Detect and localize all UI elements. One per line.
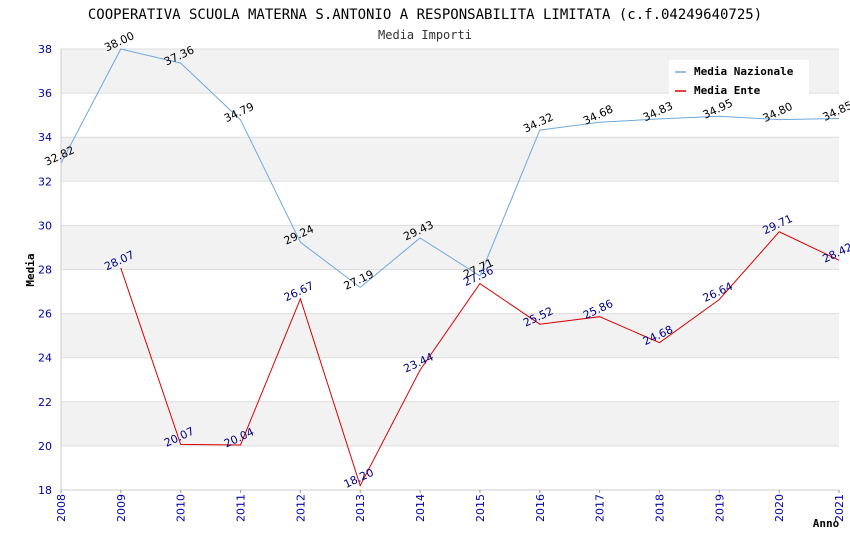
grid-bands xyxy=(61,49,839,490)
x-tick-label: 2011 xyxy=(235,494,248,522)
chart-subtitle: Media Importi xyxy=(378,28,472,42)
legend: Media Nazionale Media Ente xyxy=(669,60,809,98)
x-tick-label: 2019 xyxy=(713,494,726,522)
x-tick-label: 2015 xyxy=(474,494,487,522)
y-tick-label: 20 xyxy=(38,440,52,453)
grid-band xyxy=(61,445,839,490)
legend-box xyxy=(669,60,809,98)
x-tick-label: 2017 xyxy=(594,494,607,522)
y-tick-label: 38 xyxy=(38,43,52,56)
grid-band xyxy=(61,225,839,270)
grid-band xyxy=(61,181,839,226)
grid-band xyxy=(61,357,839,402)
x-tick-label: 2012 xyxy=(294,494,307,522)
series-line-0 xyxy=(60,48,840,289)
x-tick-label: 2008 xyxy=(55,494,68,522)
chart-title: COOPERATIVA SCUOLA MATERNA S.ANTONIO A R… xyxy=(88,7,762,23)
x-tick-label: 2010 xyxy=(175,494,188,522)
series-lines xyxy=(60,48,840,487)
legend-label-nazionale: Media Nazionale xyxy=(694,65,794,78)
x-tick-label: 2013 xyxy=(354,494,367,522)
x-tick-label: 2009 xyxy=(115,494,128,522)
x-tick-label: 2014 xyxy=(414,494,427,522)
y-tick-label: 22 xyxy=(38,396,52,409)
grid-lines xyxy=(60,48,839,491)
y-axis-label: Media xyxy=(24,253,37,286)
grid-band xyxy=(61,401,839,446)
y-tick-label: 36 xyxy=(38,87,52,100)
y-tick-label: 30 xyxy=(38,219,52,232)
x-tick-label: 2021 xyxy=(833,494,846,522)
y-tick-label: 18 xyxy=(38,484,52,497)
x-tick-label: 2018 xyxy=(653,494,666,522)
x-axis-label: Anno xyxy=(813,517,840,530)
grid-band xyxy=(61,137,839,182)
x-axis-ticks: 2008 2009 2010 2011 2012 2013 2014 2015 2016 2017… xyxy=(55,490,846,522)
y-tick-label: 28 xyxy=(38,264,52,277)
grid-band xyxy=(61,93,839,138)
y-tick-label: 34 xyxy=(38,131,52,144)
y-axis-ticks: 18 20 22 24 26 28 30 32 34 36 38 xyxy=(38,43,52,497)
grid-band xyxy=(61,313,839,358)
legend-label-ente: Media Ente xyxy=(694,84,761,97)
x-tick-label: 2020 xyxy=(773,494,786,522)
x-tick-label: 2016 xyxy=(534,494,547,522)
y-tick-label: 32 xyxy=(38,175,52,188)
y-tick-label: 26 xyxy=(38,308,52,321)
series-line-1 xyxy=(120,231,840,487)
y-tick-label: 24 xyxy=(38,352,52,365)
